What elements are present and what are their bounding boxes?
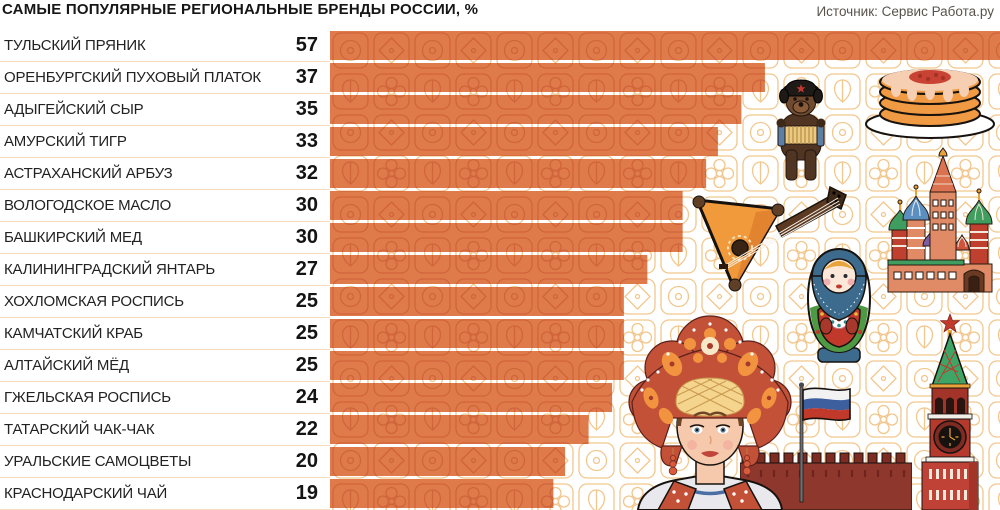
chart-row: КАЛИНИНГРАДСКИЙ ЯНТАРЬ 27 [0,254,330,286]
brand-bar-pattern [330,415,589,444]
brand-label: КАМЧАТСКИЙ КРАБ [4,325,143,342]
russian-flag-illustration [798,382,851,503]
woman-kokoshnik-illustration [628,315,792,510]
brand-value: 27 [295,258,318,280]
chart-row: АЛТАЙСКИЙ МЁД 25 [0,350,330,382]
balalaika-illustration [692,185,847,292]
brand-bar-pattern [330,159,707,188]
chart-row: АДЫГЕЙСКИЙ СЫР 35 [0,94,330,126]
pancakes-illustration [865,69,995,139]
chart-row: УРАЛЬСКИЕ САМОЦВЕТЫ 20 [0,446,330,478]
brand-bar-pattern [330,63,765,92]
chart-row: АМУРСКИЙ ТИГР 33 [0,126,330,158]
brand-value: 33 [295,130,318,152]
brand-value: 24 [295,386,318,408]
chart-row: ГЖЕЛЬСКАЯ РОСПИСЬ 24 [0,382,330,414]
brand-label: КАЛИНИНГРАДСКИЙ ЯНТАРЬ [4,261,216,278]
brand-bar-pattern [330,319,624,348]
brand-bar-pattern [330,383,613,412]
brand-label: АСТРАХАНСКИЙ АРБУЗ [4,165,173,182]
brand-bar-pattern [330,479,554,508]
brand-value: 30 [295,226,318,248]
spasskaya-tower-illustration [921,313,979,510]
brand-value: 32 [295,162,318,184]
bear-illustration [776,79,826,181]
brand-value: 37 [295,66,318,88]
brand-bar-pattern [330,223,683,252]
brand-label: КРАСНОДАРСКИЙ ЧАЙ [4,485,168,502]
source-label: Источник: Сервис Работа.ру [816,4,994,19]
brand-bar-pattern [330,95,742,124]
matryoshka-illustration [806,248,872,363]
brand-value: 30 [295,194,318,216]
brand-label: ОРЕНБУРГСКИЙ ПУХОВЫЙ ПЛАТОК [4,69,261,86]
chart-title: САМЫЕ ПОПУЛЯРНЫЕ РЕГИОНАЛЬНЫЕ БРЕНДЫ РОС… [2,1,479,18]
brand-value: 35 [295,98,318,120]
brand-bar-pattern [330,255,648,284]
brand-label: УРАЛЬСКИЕ САМОЦВЕТЫ [4,453,192,470]
chart-row: ТАТАРСКИЙ ЧАК-ЧАК 22 [0,414,330,446]
brand-value: 57 [295,34,318,56]
brand-value: 25 [295,322,318,344]
brand-bar-pattern [330,127,718,156]
brand-value: 20 [295,450,318,472]
brand-label: ТАТАРСКИЙ ЧАК-ЧАК [4,421,155,438]
brand-bar-pattern [330,31,1000,60]
brand-label: АДЫГЕЙСКИЙ СЫР [4,101,144,118]
chart-row: ТУЛЬСКИЙ ПРЯНИК 57 [0,30,330,62]
chart-row: АСТРАХАНСКИЙ АРБУЗ 32 [0,158,330,190]
chart-row: КРАСНОДАРСКИЙ ЧАЙ 19 [0,478,330,510]
brand-value: 19 [295,482,318,504]
brand-value: 25 [295,354,318,376]
brand-bar-pattern [330,447,566,476]
brand-label: ГЖЕЛЬСКАЯ РОСПИСЬ [4,389,171,406]
brand-label: ХОХЛОМСКАЯ РОСПИСЬ [4,293,184,310]
brand-value: 22 [295,418,318,440]
brand-bar-pattern [330,191,683,220]
brand-bar-pattern [330,351,624,380]
chart-row: БАШКИРСКИЙ МЕД 30 [0,222,330,254]
chart-rows: ТУЛЬСКИЙ ПРЯНИК 57 ОРЕНБУРГСКИЙ ПУХОВЫЙ ПЛ… [0,30,330,510]
brand-label: АМУРСКИЙ ТИГР [4,133,127,150]
brand-label: ТУЛЬСКИЙ ПРЯНИК [4,37,146,54]
brand-label: АЛТАЙСКИЙ МЁД [4,357,129,374]
chart-row: ВОЛОГОДСКОЕ МАСЛО 30 [0,190,330,222]
st-basils-illustration [887,147,993,293]
brand-bar-pattern [330,287,624,316]
chart-row: ОРЕНБУРГСКИЙ ПУХОВЫЙ ПЛАТОК 37 [0,62,330,94]
brand-label: БАШКИРСКИЙ МЕД [4,229,142,246]
brand-value: 25 [295,290,318,312]
chart-row: ХОХЛОМСКАЯ РОСПИСЬ 25 [0,286,330,318]
brand-label: ВОЛОГОДСКОЕ МАСЛО [4,197,172,214]
chart-row: КАМЧАТСКИЙ КРАБ 25 [0,318,330,350]
